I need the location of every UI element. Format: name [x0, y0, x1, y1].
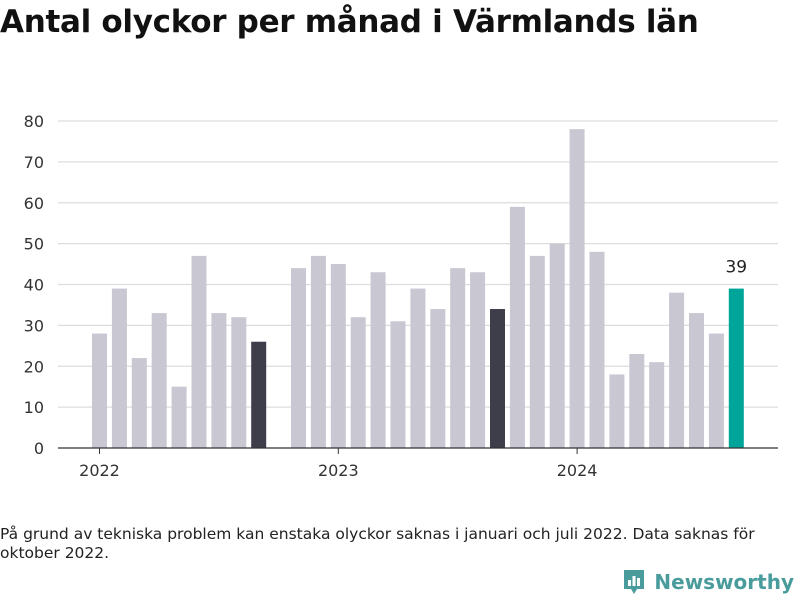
bar-2022-09 [251, 341, 267, 448]
bar-2023-10 [509, 206, 525, 448]
bar-2022-01 [92, 333, 107, 448]
bar-2023-04 [390, 321, 406, 448]
bar-2024-04 [629, 353, 645, 448]
x-tick-labels: 2022 2023 2024 [79, 448, 597, 480]
bar-2022-06 [191, 255, 207, 448]
bar-2023-01 [330, 264, 346, 448]
y-tick-label: 40 [24, 276, 44, 295]
bar-2022-12 [310, 255, 326, 448]
newsworthy-brand: Newsworthy [622, 568, 794, 596]
bar-2024-07 [689, 313, 704, 448]
y-tick-label: 30 [24, 316, 44, 335]
bars [92, 129, 744, 449]
bar-2024-08 [708, 333, 724, 448]
bar-2022-08 [231, 317, 247, 448]
y-tick-label: 50 [24, 235, 44, 254]
y-tick-label: 60 [24, 194, 44, 213]
bar-2023-03 [370, 272, 386, 448]
bar-2022-11 [291, 268, 306, 448]
y-tick-label: 0 [34, 439, 44, 458]
bar-2023-08 [470, 272, 486, 448]
y-tick-label: 70 [24, 153, 44, 172]
bar-2022-07 [211, 313, 227, 448]
bar-2024-06 [669, 292, 685, 448]
value-labels: 39 [725, 258, 747, 278]
bar-2022-04 [151, 313, 167, 448]
bar-chart: 0 10 20 30 40 50 60 70 80 2022 2023 2024 39 [24, 112, 778, 480]
bar-2023-09 [490, 309, 505, 448]
bar-2022-03 [131, 358, 147, 448]
bar-2024-09 [728, 288, 744, 448]
bar-2022-05 [171, 386, 187, 448]
newsworthy-logo-icon [624, 570, 645, 594]
x-tick-label: 2022 [79, 461, 120, 480]
value-label: 39 [725, 258, 747, 278]
bar-2023-11 [529, 255, 545, 448]
bar-2023-12 [549, 243, 565, 448]
y-tick-label: 10 [24, 398, 44, 417]
bar-2022-02 [111, 288, 127, 448]
y-tick-label: 20 [24, 357, 44, 376]
bar-2023-05 [410, 288, 426, 448]
chart-title: Antal olyckor per månad i Värmlands län [0, 4, 699, 40]
y-axis: 0 10 20 30 40 50 60 70 80 [24, 112, 44, 458]
bar-2023-02 [350, 317, 366, 448]
bar-2024-01 [569, 129, 585, 449]
bar-2023-06 [430, 309, 446, 448]
bar-2024-03 [609, 374, 625, 448]
x-tick-label: 2023 [318, 461, 359, 480]
bar-2024-02 [589, 251, 605, 448]
brand-name: Newsworthy [654, 570, 794, 594]
x-tick-label: 2024 [557, 461, 598, 480]
bar-2023-07 [450, 268, 466, 448]
y-tick-label: 80 [24, 112, 44, 131]
footnote: På grund av tekniska problem kan enstaka… [0, 525, 755, 562]
bar-2024-05 [649, 362, 665, 448]
